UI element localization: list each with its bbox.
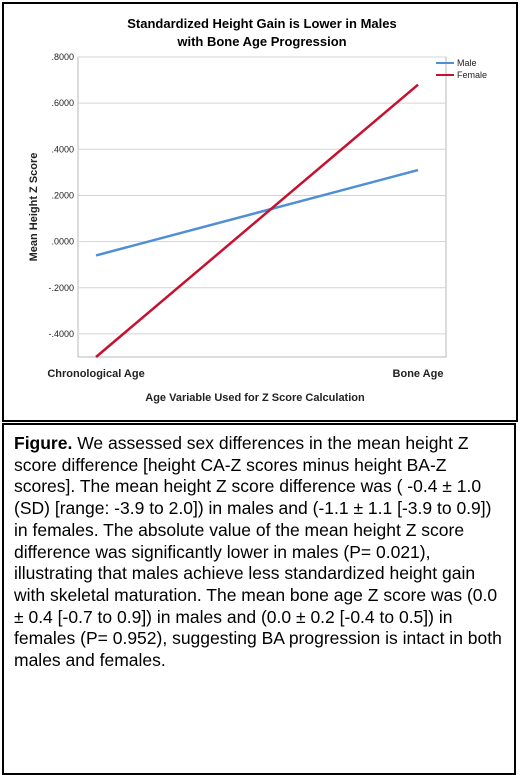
y-tick-label: .8000	[51, 52, 74, 62]
caption-text: We assessed sex differences in the mean …	[14, 433, 502, 671]
chart-title-line-1: Standardized Height Gain is Lower in Mal…	[127, 16, 396, 31]
y-tick-label: .6000	[51, 98, 74, 108]
chart-panel: Standardized Height Gain is Lower in Mal…	[2, 2, 518, 422]
x-tick-chronological-age: Chronological Age	[47, 368, 144, 380]
line-chart: Standardized Height Gain is Lower in Mal…	[28, 16, 487, 404]
series-lines	[95, 83, 419, 358]
x-tick-bone-age: Bone Age	[393, 368, 444, 380]
plot-area	[77, 56, 447, 358]
y-tick-label: .0000	[51, 237, 74, 247]
legend-label-female: Female	[457, 70, 487, 80]
series-line-male	[95, 168, 419, 257]
y-tick-labels: .8000 .6000 .4000 .2000 .0000 -.2000 -.4000	[48, 52, 74, 339]
figure-caption: Figure. We assessed sex differences in t…	[2, 423, 516, 775]
series-line-female	[95, 83, 419, 358]
y-tick-label: -.4000	[48, 329, 74, 339]
chart-title-line-2: with Bone Age Progression	[176, 34, 346, 49]
gridlines	[78, 56, 446, 335]
y-axis-label: Mean Height Z Score	[28, 153, 40, 262]
caption-label: Figure.	[14, 433, 73, 453]
legend-label-male: Male	[457, 58, 477, 68]
y-tick-label: -.2000	[48, 283, 74, 293]
legend: Male Female	[436, 58, 487, 80]
y-tick-label: .4000	[51, 144, 74, 154]
y-tick-label: .2000	[51, 190, 74, 200]
x-axis-label: Age Variable Used for Z Score Calculatio…	[145, 392, 365, 404]
